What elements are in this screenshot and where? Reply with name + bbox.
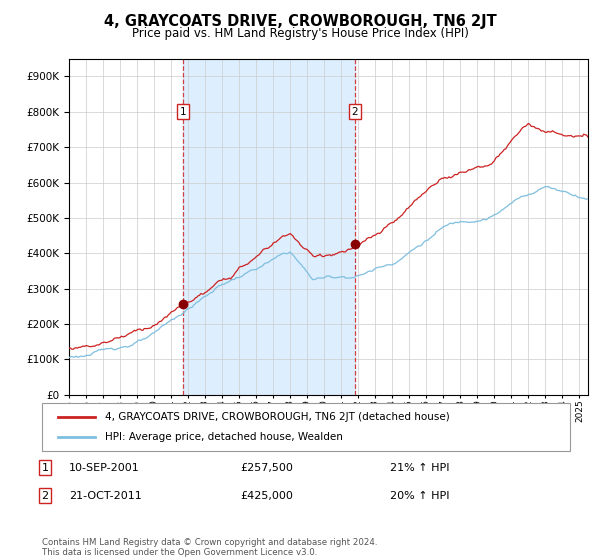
FancyBboxPatch shape [42, 403, 570, 451]
Text: Contains HM Land Registry data © Crown copyright and database right 2024.
This d: Contains HM Land Registry data © Crown c… [42, 538, 377, 557]
Text: 10-SEP-2001: 10-SEP-2001 [69, 463, 140, 473]
Text: £257,500: £257,500 [240, 463, 293, 473]
Text: 4, GRAYCOATS DRIVE, CROWBOROUGH, TN6 2JT: 4, GRAYCOATS DRIVE, CROWBOROUGH, TN6 2JT [104, 14, 496, 29]
Text: 20% ↑ HPI: 20% ↑ HPI [390, 491, 449, 501]
Text: Price paid vs. HM Land Registry's House Price Index (HPI): Price paid vs. HM Land Registry's House … [131, 27, 469, 40]
Text: 4, GRAYCOATS DRIVE, CROWBOROUGH, TN6 2JT (detached house): 4, GRAYCOATS DRIVE, CROWBOROUGH, TN6 2JT… [106, 412, 450, 422]
Text: 1: 1 [179, 107, 187, 117]
Text: 2: 2 [352, 107, 358, 117]
Text: 1: 1 [41, 463, 49, 473]
Text: 2: 2 [41, 491, 49, 501]
Text: 21% ↑ HPI: 21% ↑ HPI [390, 463, 449, 473]
Text: HPI: Average price, detached house, Wealden: HPI: Average price, detached house, Weal… [106, 432, 343, 442]
Bar [183, 59, 355, 395]
Text: 21-OCT-2011: 21-OCT-2011 [69, 491, 142, 501]
Text: £425,000: £425,000 [240, 491, 293, 501]
